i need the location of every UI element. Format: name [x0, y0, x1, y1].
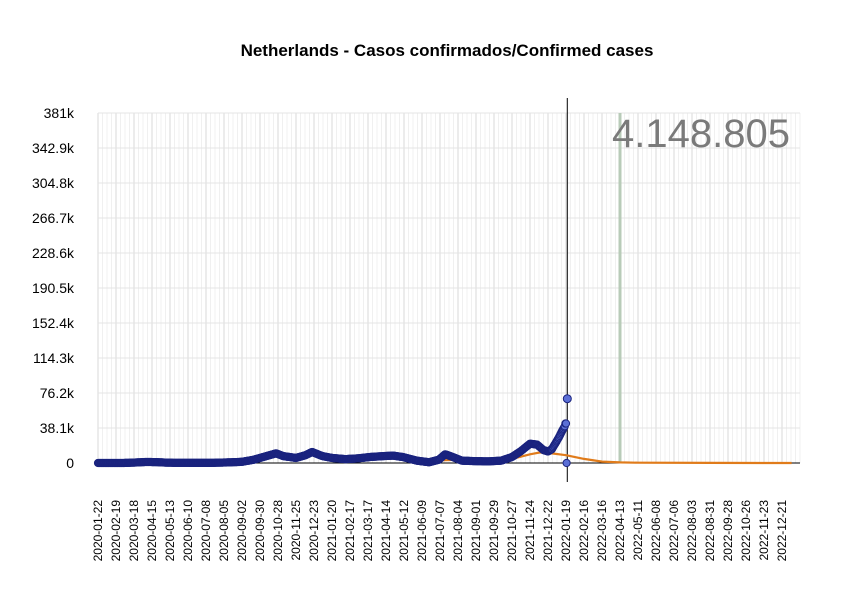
x-tick-label: 2022-04-13	[613, 500, 627, 562]
x-tick-label: 2021-05-12	[397, 500, 411, 562]
x-tick-label: 2021-09-01	[469, 500, 483, 562]
x-tick-label: 2022-10-26	[739, 500, 753, 562]
x-tick-label: 2020-01-22	[91, 500, 105, 562]
x-tick-label: 2020-09-02	[235, 500, 249, 562]
x-tick-label: 2020-07-08	[199, 500, 213, 562]
x-tick-label: 2022-06-08	[649, 500, 663, 562]
x-tick-label: 2020-04-15	[145, 500, 159, 562]
points-layer	[93, 394, 572, 468]
x-tick-label: 2020-06-10	[181, 500, 195, 562]
x-tick-label: 2020-09-30	[253, 500, 267, 562]
x-tick-label: 2020-03-18	[127, 500, 141, 562]
y-tick-label: 76.2k	[40, 385, 75, 401]
y-tick-labels: 0 38.1k 76.2k 114.3k 152.4k 190.5k 228.6k 266.7…	[32, 105, 75, 471]
x-tick-label: 2020-02-19	[109, 500, 123, 562]
x-tick-label: 2021-08-04	[451, 500, 465, 562]
y-tick-label: 304.8k	[32, 175, 75, 191]
x-tick-label: 2020-11-25	[289, 500, 303, 561]
data-point	[562, 458, 571, 468]
x-tick-label: 2021-10-27	[505, 500, 519, 562]
x-tick-label: 2022-08-31	[703, 500, 717, 562]
x-tick-label: 2022-02-16	[577, 500, 591, 562]
x-tick-label: 2021-09-29	[487, 500, 501, 562]
x-tick-label: 2022-05-11	[631, 500, 645, 561]
x-tick-label: 2021-12-22	[541, 500, 555, 562]
y-tick-label: 266.7k	[32, 210, 75, 226]
x-tick-label: 2022-09-28	[721, 500, 735, 562]
x-tick-label: 2021-03-17	[361, 500, 375, 562]
y-tick-label: 381k	[44, 105, 75, 121]
x-tick-label: 2020-10-28	[271, 500, 285, 562]
y-tick-label: 0	[66, 455, 74, 471]
x-tick-label: 2021-04-14	[379, 500, 393, 562]
x-tick-label: 2021-07-07	[433, 500, 447, 562]
y-tick-label: 152.4k	[32, 315, 75, 331]
x-tick-label: 2021-11-24	[523, 500, 537, 561]
x-tick-label: 2022-07-06	[667, 500, 681, 562]
x-tick-label: 2022-01-19	[559, 500, 573, 562]
y-tick-label: 342.9k	[32, 140, 75, 156]
x-tick-label: 2022-08-03	[685, 500, 699, 562]
chart-title: Netherlands - Casos confirmados/Confirme…	[241, 41, 654, 60]
y-tick-label: 228.6k	[32, 245, 75, 261]
x-tick-label: 2021-01-20	[325, 500, 339, 562]
x-tick-label: 2020-05-13	[163, 500, 177, 562]
y-tick-label: 114.3k	[33, 350, 75, 366]
x-tick-label: 2021-06-09	[415, 500, 429, 562]
x-tick-label: 2022-12-21	[775, 500, 789, 562]
x-tick-label: 2020-08-05	[217, 500, 231, 562]
grid-layer	[97, 112, 801, 464]
data-point	[562, 394, 572, 404]
x-tick-label: 2021-02-17	[343, 500, 357, 562]
y-tick-label: 38.1k	[40, 420, 75, 436]
x-tick-labels: 2020-01-22 2020-02-19 2020-03-18 2020-04-15…	[91, 500, 789, 562]
y-tick-label: 190.5k	[32, 280, 75, 296]
total-cases-annotation: 4.148.805	[612, 112, 790, 156]
data-point	[561, 419, 571, 428]
x-tick-label: 2020-12-23	[307, 500, 321, 562]
x-tick-label: 2022-11-23	[757, 500, 771, 561]
x-tick-label: 2022-03-16	[595, 500, 609, 562]
